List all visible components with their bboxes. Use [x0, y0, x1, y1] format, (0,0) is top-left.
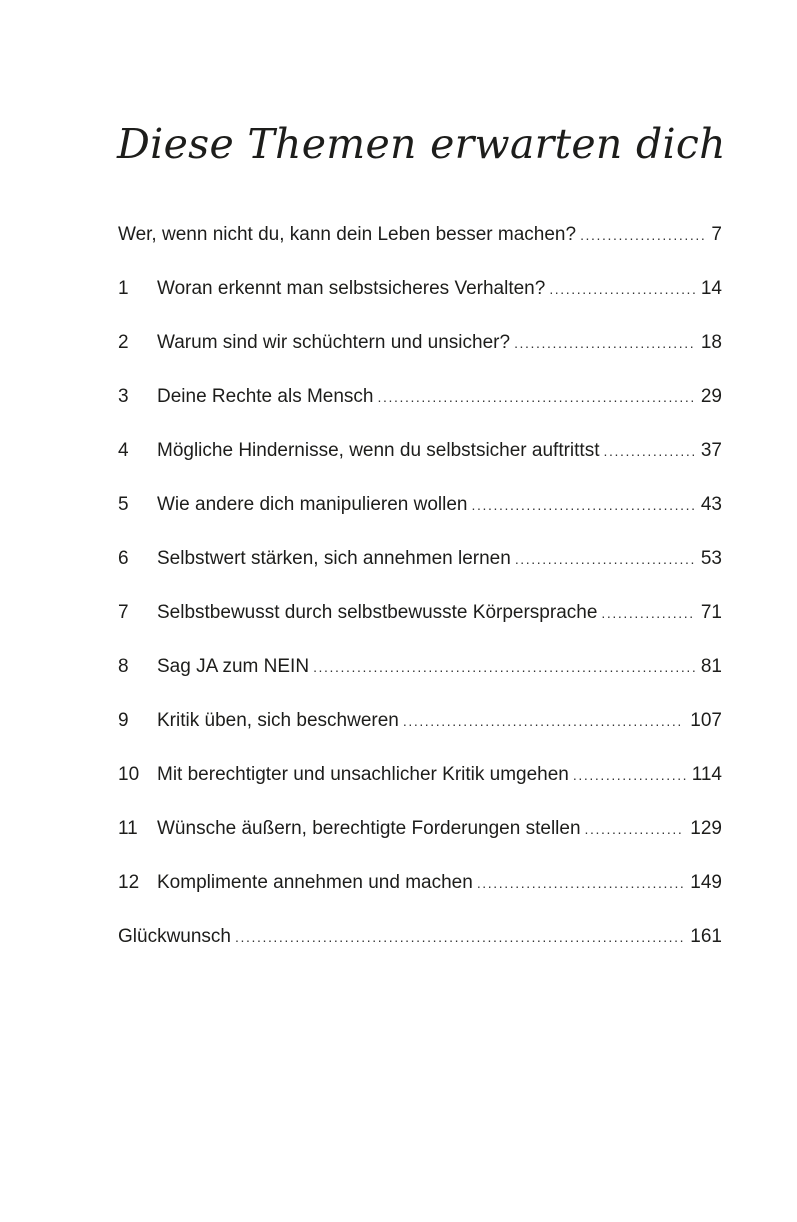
page-number: 107 — [690, 710, 722, 731]
chapter-number: 2 — [118, 332, 129, 353]
table-of-contents: Wer, wenn nicht du, kann dein Leben bess… — [118, 224, 722, 980]
dot-leader — [580, 227, 705, 243]
dot-leader — [601, 605, 694, 621]
chapter-number: 10 — [118, 764, 140, 785]
page-title: Diese Themen erwarten dich — [117, 120, 726, 168]
dot-leader — [549, 281, 695, 297]
toc-entry: 1 Woran erkennt man selbstsicheres Verhal… — [118, 278, 722, 332]
toc-entry: 2 Warum sind wir schüchtern und unsicher?… — [118, 332, 722, 386]
chapter-title: Kritik üben, sich beschweren — [157, 710, 399, 731]
toc-entry: Glückwunsch 161 — [118, 926, 722, 980]
chapter-number: 6 — [118, 548, 129, 569]
toc-entry: 8 Sag JA zum NEIN 81 — [118, 656, 722, 710]
page-number: 18 — [700, 332, 722, 353]
toc-entry: 3 Deine Rechte als Mensch 29 — [118, 386, 722, 440]
chapter-title: Glückwunsch — [118, 926, 231, 947]
chapter-number: 8 — [118, 656, 129, 677]
page-number: 129 — [690, 818, 722, 839]
toc-entry: 6 Selbstwert stärken, sich annehmen lerne… — [118, 548, 722, 602]
dot-leader — [515, 551, 695, 567]
page-number: 81 — [700, 656, 722, 677]
chapter-title: Woran erkennt man selbstsicheres Verhalt… — [157, 278, 546, 299]
toc-entry: 7 Selbstbewusst durch selbstbewusste Körp… — [118, 602, 722, 656]
chapter-number: 3 — [118, 386, 129, 407]
chapter-number: 4 — [118, 440, 129, 461]
chapter-number: 12 — [118, 872, 140, 893]
toc-entry: 5 Wie andere dich manipulieren wollen 43 — [118, 494, 722, 548]
toc-entry: 12 Komplimente annehmen und machen 149 — [118, 872, 722, 926]
chapter-title: Wie andere dich manipulieren wollen — [157, 494, 468, 515]
dot-leader — [313, 659, 695, 675]
chapter-title: Selbstbewusst durch selbstbewusste Körpe… — [157, 602, 598, 623]
chapter-title: Sag JA zum NEIN — [157, 656, 310, 677]
page-number: 29 — [700, 386, 722, 407]
page-number: 53 — [700, 548, 722, 569]
page-number: 43 — [700, 494, 722, 515]
dot-leader — [585, 821, 685, 837]
chapter-title: Wünsche äußern, berechtigte Forderungen … — [157, 818, 581, 839]
page-number: 149 — [690, 872, 722, 893]
chapter-number: 11 — [118, 818, 138, 839]
page-number: 37 — [700, 440, 722, 461]
chapter-title: Mit berechtigter und unsachlicher Kritik… — [157, 764, 569, 785]
page-number: 114 — [691, 764, 722, 785]
dot-leader — [378, 389, 695, 405]
dot-leader — [403, 713, 684, 729]
chapter-number: 1 — [118, 278, 129, 299]
dot-leader — [603, 443, 694, 459]
page-number: 7 — [711, 224, 722, 245]
chapter-number: 5 — [118, 494, 129, 515]
page-number: 14 — [700, 278, 722, 299]
dot-leader — [472, 497, 695, 513]
dot-leader — [235, 929, 684, 945]
chapter-title: Komplimente annehmen und machen — [157, 872, 473, 893]
chapter-title: Selbstwert stärken, sich annehmen lernen — [157, 548, 511, 569]
dot-leader — [477, 875, 684, 891]
page-number: 161 — [690, 926, 722, 947]
chapter-title: Mögliche Hindernisse, wenn du selbstsich… — [157, 440, 600, 461]
chapter-title: Deine Rechte als Mensch — [157, 386, 374, 407]
chapter-title: Wer, wenn nicht du, kann dein Leben bess… — [118, 224, 577, 245]
dot-leader — [573, 767, 686, 783]
chapter-title: Warum sind wir schüchtern und unsicher? — [157, 332, 511, 353]
toc-entry: Wer, wenn nicht du, kann dein Leben bess… — [118, 224, 722, 278]
chapter-number: 9 — [118, 710, 129, 731]
page-number: 71 — [700, 602, 722, 623]
toc-entry: 4 Mögliche Hindernisse, wenn du selbstsic… — [118, 440, 722, 494]
toc-entry: 9 Kritik üben, sich beschweren 107 — [118, 710, 722, 764]
chapter-number: 7 — [118, 602, 129, 623]
toc-entry: 10 Mit berechtigter und unsachlicher Krit… — [118, 764, 722, 818]
dot-leader — [514, 335, 695, 351]
toc-entry: 11 Wünsche äußern, berechtigte Forderunge… — [118, 818, 722, 872]
